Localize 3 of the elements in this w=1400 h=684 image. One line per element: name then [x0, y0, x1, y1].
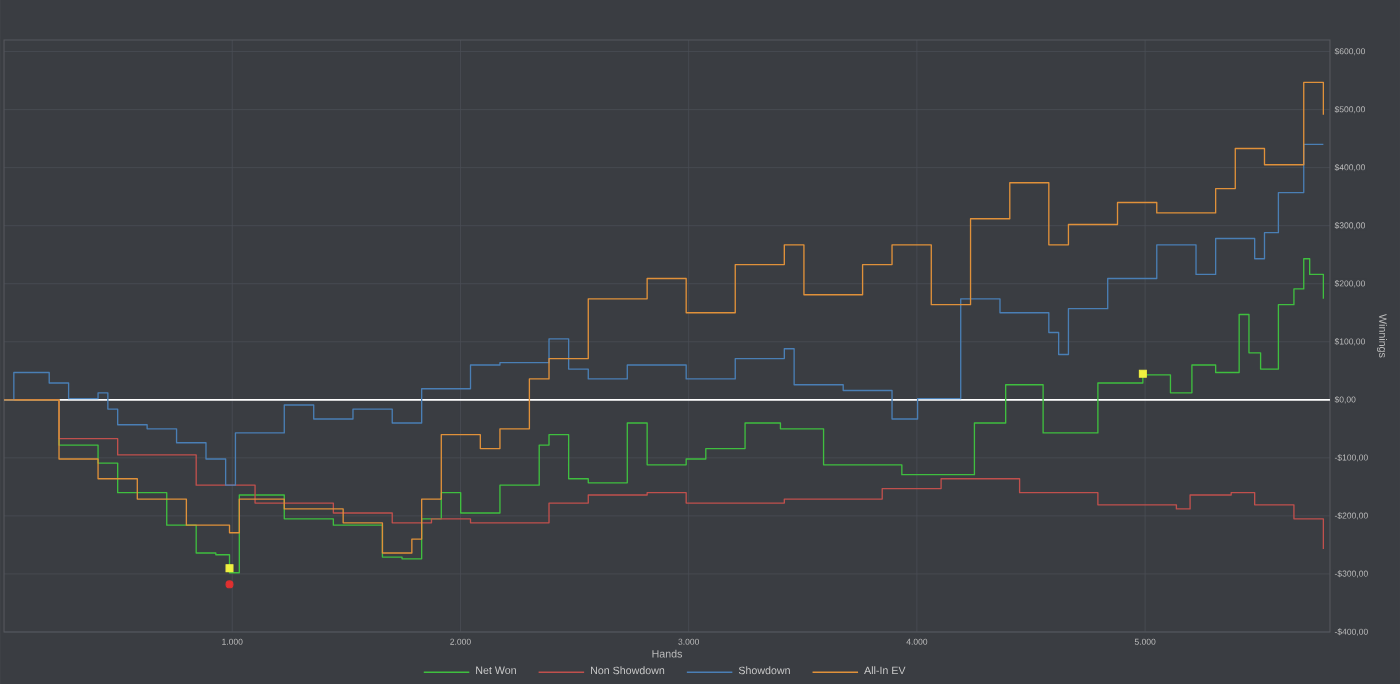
- point: [1138, 369, 1147, 378]
- point: [225, 580, 234, 589]
- point: [225, 564, 234, 573]
